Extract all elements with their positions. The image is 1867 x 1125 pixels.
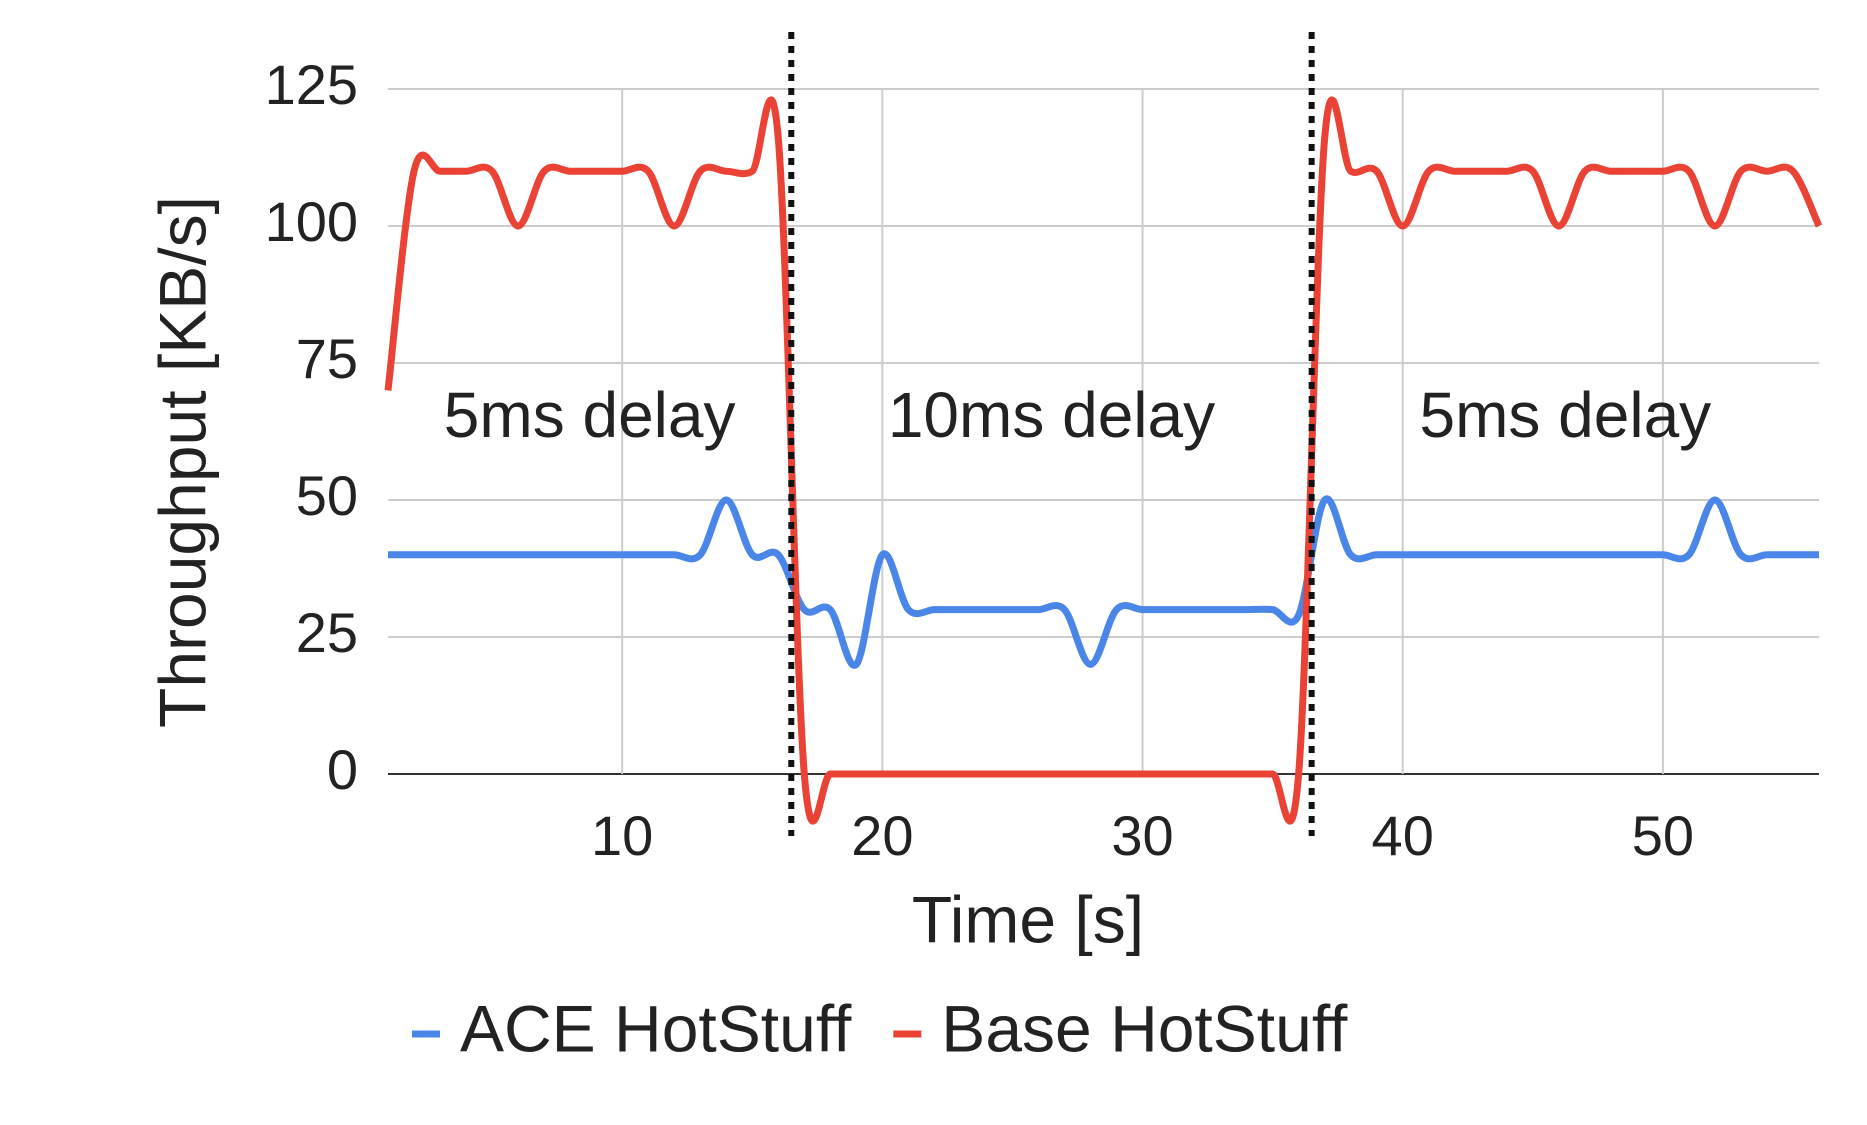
legend-label: ACE HotStuff (460, 991, 852, 1065)
legend: ACE HotStuff Base HotStuff (412, 991, 1348, 1065)
line-series (384, 96, 1823, 825)
x-tick-label: 20 (851, 804, 913, 867)
annotation: 5ms delay (444, 379, 736, 451)
x-axis-title: Time [s] (912, 882, 1144, 956)
annotation: 5ms delay (1419, 379, 1711, 451)
y-tick-label: 125 (265, 53, 358, 116)
y-tick-label: 75 (296, 327, 358, 390)
y-tick-label: 50 (296, 464, 358, 527)
annotation: 10ms delay (888, 379, 1215, 451)
x-tick-label: 50 (1632, 804, 1694, 867)
legend-label: Base HotStuff (941, 991, 1348, 1065)
x-tick-label: 10 (591, 804, 653, 867)
x-tick-label: 40 (1372, 804, 1434, 867)
y-tick-label: 25 (296, 601, 358, 664)
y-tick-label: 0 (327, 738, 358, 801)
x-tick-label: 30 (1111, 804, 1173, 867)
line-series (388, 495, 1819, 669)
y-axis-title: Throughput [KB/s] (145, 196, 219, 728)
y-tick-label: 100 (265, 190, 358, 253)
